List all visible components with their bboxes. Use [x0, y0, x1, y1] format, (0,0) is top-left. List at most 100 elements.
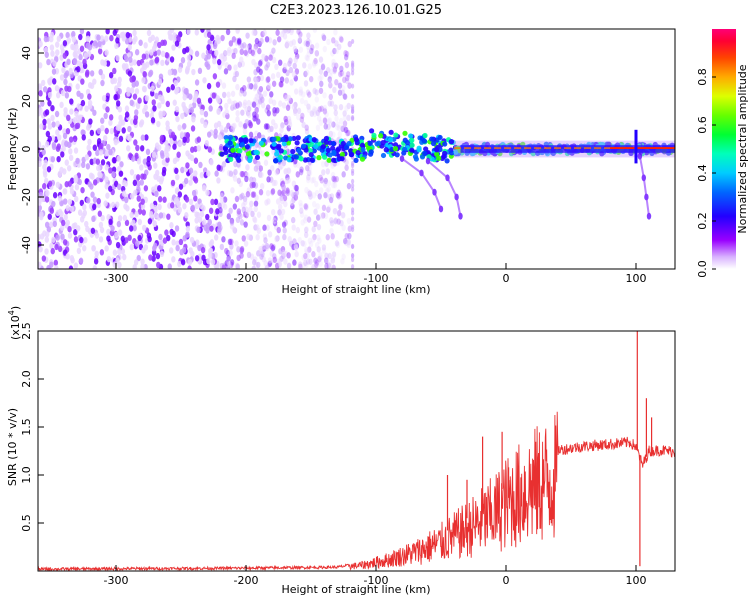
noise-speck — [338, 204, 343, 211]
noise-speck — [212, 73, 218, 80]
noise-speck — [234, 240, 239, 247]
noise-speck — [67, 198, 73, 206]
noise-speck — [316, 246, 321, 253]
noise-speck — [132, 179, 138, 187]
noise-speck — [310, 44, 315, 51]
noise-speck — [303, 252, 308, 260]
noise-speck — [90, 173, 95, 180]
noise-speck — [187, 265, 192, 269]
noise-speck — [347, 82, 352, 89]
noise-speck — [323, 177, 329, 185]
noise-speck — [50, 104, 55, 112]
noise-speck — [151, 249, 157, 257]
y-tick-label: 2.5 — [20, 322, 33, 340]
noise-speck — [51, 121, 56, 128]
noise-speck — [39, 211, 44, 218]
noise-speck — [344, 105, 349, 112]
noise-speck — [139, 164, 144, 171]
noise-speck — [251, 191, 257, 198]
noise-speck — [149, 49, 154, 56]
noise-speck — [351, 183, 355, 189]
noise-speck — [129, 87, 135, 94]
noise-speck — [258, 189, 264, 196]
noise-speck — [338, 103, 344, 111]
signal-blob — [331, 157, 337, 163]
noise-speck — [85, 42, 91, 49]
noise-speck — [279, 81, 284, 88]
noise-speck — [321, 169, 326, 176]
signal-blob — [227, 134, 234, 140]
noise-speck — [268, 97, 273, 105]
signal-blob — [387, 137, 394, 143]
noise-speck — [174, 105, 180, 113]
noise-speck — [99, 35, 105, 42]
noise-speck — [299, 97, 305, 105]
noise-speck — [136, 186, 141, 193]
noise-speck — [303, 226, 309, 234]
signal-core — [460, 145, 675, 153]
noise-speck — [82, 58, 87, 66]
noise-speck — [313, 220, 318, 228]
noise-speck — [330, 50, 335, 57]
signal-blob — [367, 140, 373, 147]
noise-speck — [297, 30, 303, 37]
noise-speck — [43, 171, 48, 178]
noise-speck — [214, 170, 219, 177]
noise-speck — [312, 87, 317, 95]
noise-speck — [207, 38, 212, 46]
noise-speck — [92, 265, 97, 269]
signal-blob — [287, 136, 293, 142]
noise-speck — [292, 259, 297, 266]
noise-speck — [65, 219, 71, 226]
noise-speck — [313, 57, 318, 65]
noise-speck — [259, 171, 264, 179]
signal-blob — [264, 151, 270, 157]
noise-speck — [308, 240, 314, 248]
snr-x-label: Height of straight line (km) — [281, 583, 430, 596]
noise-speck — [232, 175, 238, 182]
noise-speck — [242, 90, 247, 97]
noise-speck — [128, 225, 134, 232]
signal-blob — [434, 151, 440, 157]
noise-speck — [47, 180, 53, 187]
noise-speck — [323, 70, 328, 77]
noise-speck — [318, 187, 324, 194]
y-tick-label: 0 — [20, 146, 33, 153]
noise-speck — [312, 29, 318, 33]
signal-blob — [353, 157, 359, 163]
noise-speck — [323, 191, 328, 199]
noise-speck — [258, 98, 263, 105]
spectrogram-marks — [38, 29, 675, 269]
noise-speck — [50, 114, 55, 122]
noise-speck — [97, 48, 103, 55]
noise-speck — [108, 119, 113, 126]
noise-speck — [329, 100, 335, 107]
noise-speck — [66, 114, 71, 122]
noise-speck — [89, 158, 94, 166]
noise-speck — [298, 46, 304, 53]
noise-speck — [238, 193, 244, 201]
noise-speck — [317, 193, 322, 200]
noise-speck — [162, 196, 167, 203]
noise-speck — [238, 90, 244, 97]
noise-speck — [285, 104, 291, 111]
noise-speck — [296, 107, 302, 115]
noise-speck — [242, 199, 248, 206]
noise-speck — [210, 198, 215, 206]
noise-speck — [184, 196, 190, 203]
noise-speck — [246, 99, 252, 107]
noise-speck — [271, 80, 277, 87]
spectrogram-y-label: Frequency (Hz) — [6, 108, 19, 191]
noise-speck — [71, 36, 77, 43]
noise-speck — [180, 166, 185, 174]
noise-speck — [338, 202, 343, 209]
noise-speck — [291, 39, 296, 46]
noise-speck — [332, 86, 337, 94]
noise-speck — [74, 195, 79, 203]
noise-speck — [333, 218, 338, 225]
noise-speck — [297, 35, 303, 42]
noise-speck — [140, 134, 146, 141]
noise-speck — [65, 127, 71, 135]
noise-speck — [246, 251, 252, 259]
noise-speck — [299, 207, 304, 214]
